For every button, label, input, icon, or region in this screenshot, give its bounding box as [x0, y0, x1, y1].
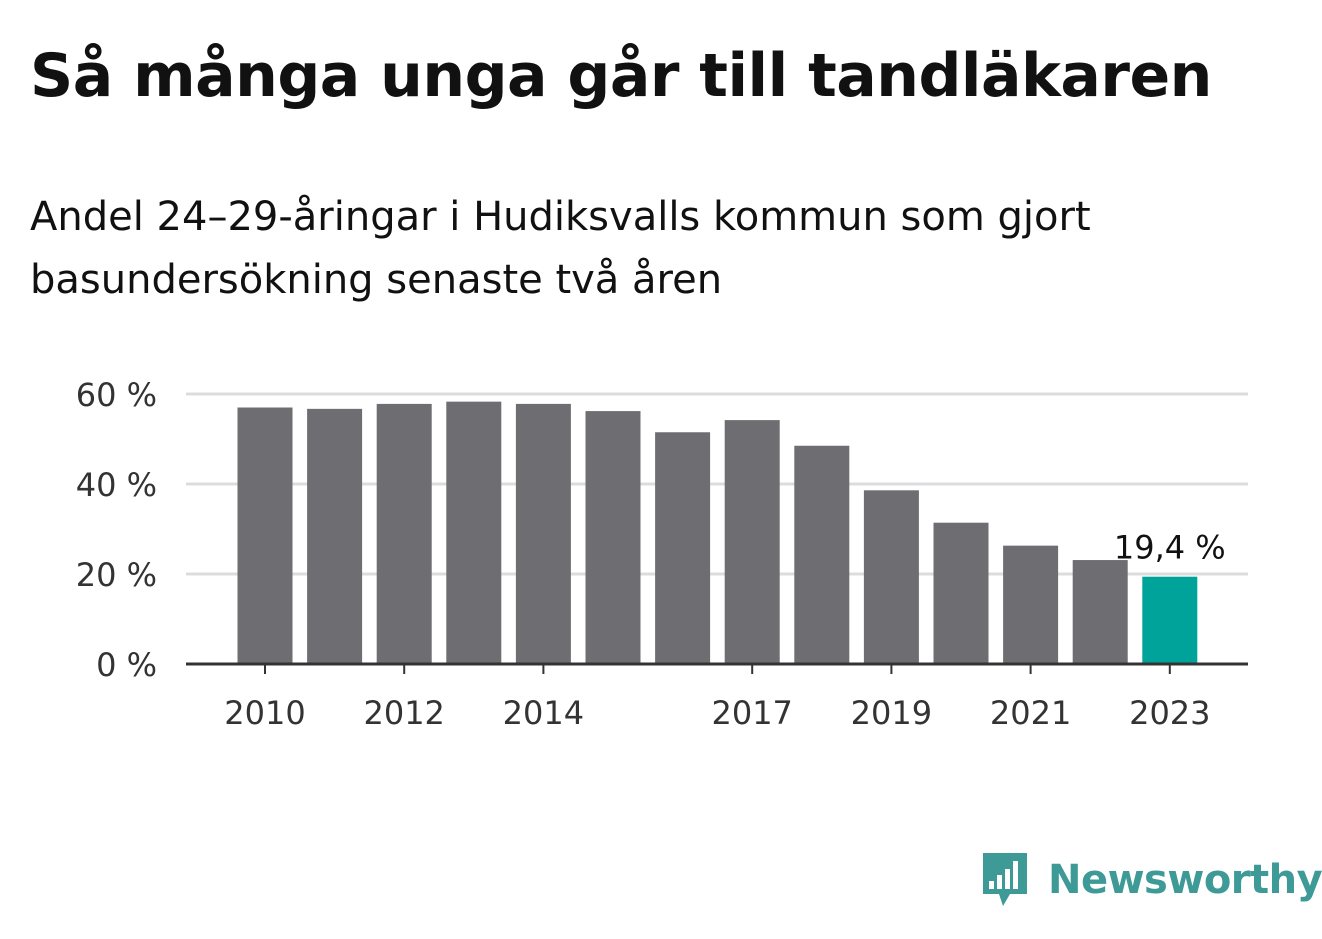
bar-2019 [863, 490, 919, 664]
y-tick-label: 0 % [96, 646, 157, 684]
bar-2020 [933, 522, 989, 664]
y-tick-label: 20 % [76, 556, 157, 594]
chart-subtitle: Andel 24–29-åringar i Hudiksvalls kommun… [30, 194, 1091, 303]
bar-2010 [237, 407, 293, 664]
bar-2015 [585, 411, 641, 664]
newsworthy-logo-icon [983, 853, 1027, 906]
y-tick-label: 60 % [76, 376, 157, 414]
x-tick-label: 2010 [224, 694, 305, 732]
chart-title: Så många unga går till tandläkaren [30, 41, 1212, 111]
x-tick-label: 2012 [363, 694, 444, 732]
bar-2016 [655, 432, 711, 664]
x-tick-label: 2023 [1129, 694, 1210, 732]
y-tick-label: 40 % [76, 466, 157, 504]
x-tick-label: 2017 [711, 694, 792, 732]
newsworthy-logo: Newsworthy [980, 850, 1322, 910]
x-tick-label: 2019 [851, 694, 932, 732]
bar-2018 [794, 445, 850, 664]
bar-2023 [1142, 576, 1198, 664]
bar-2013 [446, 401, 502, 664]
bar-2017 [724, 420, 780, 664]
brand-name: Newsworthy [1048, 857, 1322, 903]
bar-2014 [515, 403, 571, 664]
bar-2012 [376, 403, 432, 664]
x-tick-label: 2014 [503, 694, 584, 732]
x-tick-label: 2021 [990, 694, 1071, 732]
bar-2022 [1072, 560, 1128, 664]
bar-2011 [307, 408, 363, 664]
bar-2021 [1003, 545, 1059, 664]
data-label: 19,4 % [1114, 529, 1226, 567]
